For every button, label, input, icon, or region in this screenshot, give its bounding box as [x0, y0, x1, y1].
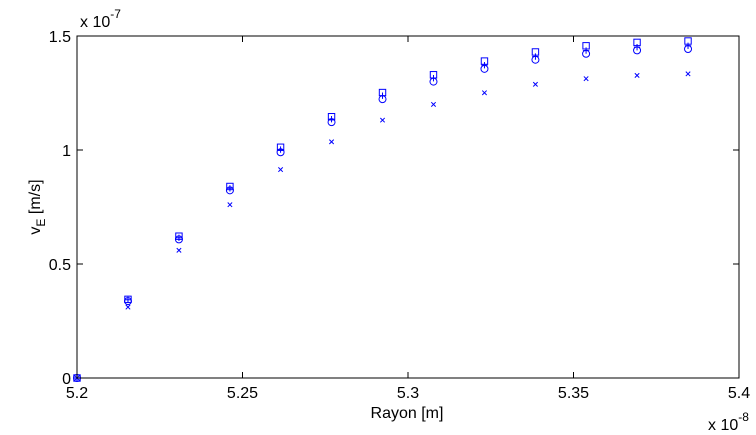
x-axis-multiplier: x 10-8 [708, 410, 749, 434]
data-point-circle [276, 148, 285, 157]
axes: 5.2 5.25 5.3 5.35 5.4 0 0.5 1 1.5 [49, 29, 750, 402]
data-point-circle [582, 49, 591, 58]
y-tick-label: 0 [62, 371, 71, 388]
data-point-x [430, 101, 437, 107]
data-point-circle [684, 44, 693, 53]
data-point-x [176, 247, 182, 253]
data-point-circle [225, 186, 234, 195]
data-point-circle [633, 46, 642, 55]
y-tick-label: 1.5 [49, 29, 71, 46]
y-axis-label: vE [m/s] [27, 179, 48, 234]
x-tick-label: 5.35 [558, 385, 589, 402]
data-point-circle [174, 235, 183, 244]
data-point-x [278, 167, 284, 173]
data-point-plus [226, 185, 234, 192]
data-point-x [227, 202, 233, 208]
data-point-x [685, 71, 691, 77]
data-point-circle [123, 297, 132, 306]
data-point-circle [531, 55, 540, 64]
data-point-x [583, 76, 589, 82]
data-point-x [379, 117, 386, 123]
data-point-circle [327, 118, 336, 127]
y-tick-label: 1 [62, 143, 71, 160]
x-tick-label: 5.4 [728, 385, 750, 402]
data-point-x [532, 81, 538, 87]
data-point-x [481, 90, 488, 96]
y-tick-label: 0.5 [49, 257, 71, 274]
x-axis-label: Rayon [m] [371, 405, 444, 422]
y-axis-multiplier: x 10-7 [80, 7, 121, 31]
series-circle [73, 44, 693, 382]
data-point-x [328, 139, 335, 145]
data-point-x [125, 304, 131, 310]
plot-area [73, 37, 693, 382]
data-point-circle [480, 64, 489, 73]
data-point-circle [429, 77, 438, 86]
x-tick-label: 5.3 [397, 385, 419, 402]
x-tick-label: 5.25 [227, 385, 258, 402]
data-point-x [634, 72, 640, 78]
x-tick-label: 5.2 [66, 385, 88, 402]
data-point-circle [378, 95, 387, 104]
